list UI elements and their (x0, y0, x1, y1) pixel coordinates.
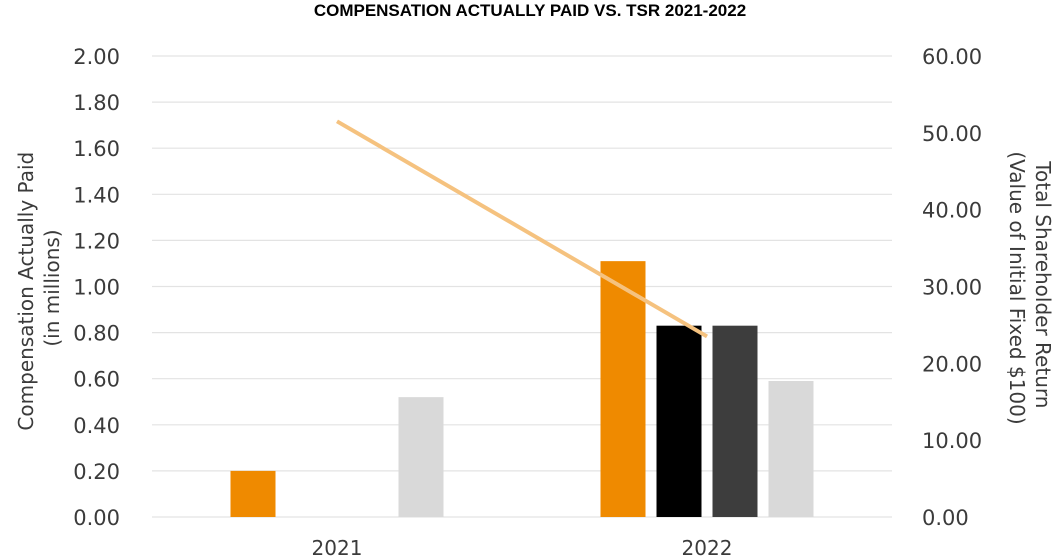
bar-2021-series-4 (398, 397, 444, 517)
right-tick-label: 60.00 (922, 45, 982, 69)
right-tick-label: 10.00 (922, 429, 982, 453)
chart-title: COMPENSATION ACTUALLY PAID VS. TSR 2021-… (314, 1, 746, 20)
left-axis-ticks: 0.00 0.20 0.40 0.60 0.80 1.00 1.20 1.40 1.60 1.80… (73, 45, 120, 530)
right-tick-label: 50.00 (922, 122, 982, 146)
right-axis-title-line2: (Value of Initial Fixed $100) (1005, 151, 1029, 424)
left-axis-title: Compensation Actually Paid (in millions) (14, 145, 64, 430)
tsr-line (335, 119, 709, 339)
left-tick-label: 1.00 (73, 276, 120, 300)
bar-2021-series-1 (230, 470, 276, 517)
left-tick-label: 2.00 (73, 45, 120, 69)
right-axis-title-line1: Total Shareholder Return (1031, 160, 1055, 408)
left-tick-label: 0.40 (73, 414, 120, 438)
left-axis-title-line1: Compensation Actually Paid (14, 152, 38, 431)
right-axis-ticks: 0.00 10.00 20.00 30.00 40.00 50.00 60.00 (922, 45, 982, 530)
left-axis-title-line2: (in millions) (40, 229, 64, 346)
bar-2022-series-2 (656, 325, 702, 517)
category-label: 2022 (682, 536, 733, 560)
tsr-line-layer (335, 119, 709, 339)
left-tick-label: 0.60 (73, 368, 120, 392)
left-tick-label: 1.40 (73, 183, 120, 207)
bar-2022-series-3 (712, 325, 758, 517)
bars (230, 261, 814, 517)
left-tick-label: 0.00 (73, 506, 120, 530)
left-tick-label: 0.80 (73, 322, 120, 346)
category-labels: 2021 2022 (312, 536, 733, 560)
right-axis-title: Total Shareholder Return (Value of Initi… (1005, 151, 1055, 424)
right-tick-label: 0.00 (922, 506, 969, 530)
left-tick-label: 1.80 (73, 91, 120, 115)
category-label: 2021 (312, 536, 363, 560)
bar-2022-series-1 (600, 261, 646, 517)
right-tick-label: 30.00 (922, 276, 982, 300)
bar-2022-series-4 (768, 381, 814, 517)
left-tick-label: 1.60 (73, 137, 120, 161)
left-tick-label: 1.20 (73, 229, 120, 253)
left-tick-label: 0.20 (73, 460, 120, 484)
right-tick-label: 40.00 (922, 199, 982, 223)
right-tick-label: 20.00 (922, 352, 982, 376)
